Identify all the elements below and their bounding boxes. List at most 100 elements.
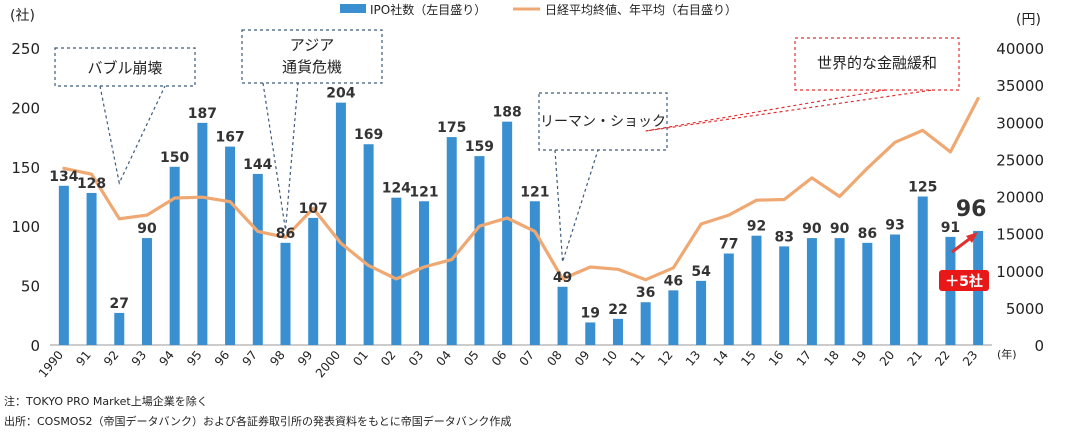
x-tick-label: 08 [544,348,565,369]
bar-value-label: 125 [908,180,937,196]
bar-value-label: 134 [49,169,78,185]
x-tick-label: 07 [517,348,538,369]
x-tick-label: 13 [683,348,704,369]
bar-ipo-11 [640,302,651,345]
bar-ipo-18 [834,238,845,345]
x-tick-label: 97 [240,348,261,369]
bar-value-label: 159 [465,139,494,155]
x-tick-label: 10 [600,348,621,369]
x-tick-label: 05 [461,348,482,369]
annotation-easing-text: 世界的な金融緩和 [817,54,937,72]
legend-bar-label: IPO社数（左目盛り） [370,2,486,17]
x-tick-label: 20 [877,348,898,369]
x-tick-label: 06 [489,348,510,369]
bar-ipo-07 [529,201,540,345]
x-tick-label: 01 [350,348,371,369]
bar-value-label: 121 [520,184,549,200]
bar-value-label: 93 [885,218,904,234]
annotation-bubble-box [54,47,196,87]
bar-value-label: 83 [774,229,793,245]
annotation-asia-text-line2: 通貨危機 [282,58,342,76]
legend-bar-swatch [340,4,366,13]
highlight-arrow-shaft [951,235,973,254]
x-tick-label: 1990 [36,348,66,380]
right-tick-label: 0 [1034,337,1044,355]
bar-ipo-92 [114,312,125,345]
left-axis-unit: (社) [10,8,35,24]
annotation-lehman-pointer [554,149,599,263]
left-tick-label: 0 [30,337,40,355]
bar-value-label: 124 [382,181,411,197]
x-tick-label: 98 [267,348,288,369]
annotation-bubble-pointer [99,85,166,185]
right-tick-label: 25000 [996,151,1044,169]
bar-ipo-01 [363,144,374,345]
bar-value-label: 121 [409,184,438,200]
x-axis-unit: (年) [997,347,1017,361]
bar-value-label: 144 [243,157,272,173]
bar-value-label: 86 [276,226,295,242]
bar-ipo-96 [225,146,236,345]
bar-value-label: 204 [326,86,355,102]
footnote-source: 出所：COSMOS2（帝国データバンク）および各証券取引所の発表資料をもとに帝国… [4,415,512,428]
nikkei-line [62,96,980,282]
right-axis-unit: (円) [1016,12,1041,28]
right-tick-label: 35000 [996,77,1044,95]
bar-value-label: 27 [110,296,129,312]
x-tick-label: 92 [101,348,122,369]
x-tick-label: 04 [433,348,454,369]
bar-ipo-08 [557,286,568,345]
highlight-value-label: 96 [956,197,987,222]
left-tick-label: 50 [21,278,40,296]
bar-value-label: 92 [747,219,766,235]
footnote-exclusion: 注：TOKYO PRO Market上場企業を除く [4,395,208,408]
bar-value-label: 19 [581,305,600,321]
x-tick-label: 11 [627,348,648,369]
right-tick-label: 15000 [996,226,1044,244]
bar-value-label: 86 [858,226,877,242]
x-tick-label: 95 [184,348,205,369]
bar-value-label: 175 [437,120,466,136]
bar-ipo-97 [252,173,263,345]
bar-value-label: 107 [299,201,328,217]
legend-line-label: 日経平均終値、年平均（右目盛り） [545,2,737,17]
highlight-badge-bg [939,270,989,291]
x-tick-label: 18 [821,348,842,369]
x-tick-label: 09 [572,348,593,369]
bar-value-label: 90 [802,221,822,237]
annotation-lehman-box [538,92,668,151]
x-tick-label: 02 [378,348,399,369]
bar-value-label: 167 [215,130,244,146]
left-tick-label: 250 [11,40,40,58]
bar-ipo-02 [391,197,402,345]
bar-ipo-95 [197,122,208,346]
bar-ipo-2000 [335,102,346,345]
x-tick-label: 2000 [313,348,343,380]
x-tick-label: 22 [932,348,953,369]
x-tick-label: 12 [655,348,676,369]
bar-value-label: 36 [636,285,655,301]
right-tick-label: 5000 [1006,300,1044,318]
left-tick-label: 100 [11,218,40,236]
bar-ipo-20 [890,234,901,345]
bar-value-label: 77 [719,237,738,253]
x-tick-label: 99 [295,348,316,369]
bar-ipo-98 [280,242,291,345]
bar-ipo-91 [86,192,97,345]
x-tick-label: 94 [156,348,177,369]
x-tick-label: 91 [73,348,94,369]
x-tick-label: 19 [849,348,870,369]
x-tick-label: 23 [960,348,981,369]
bar-ipo-15 [751,235,762,345]
bar-value-label: 54 [691,264,711,280]
annotation-lehman-text: リーマン・ショック [540,114,666,130]
right-tick-label: 40000 [996,40,1044,58]
x-tick-label: 16 [766,348,787,369]
x-tick-label: 96 [212,348,233,369]
right-tick-label: 30000 [996,114,1044,132]
annotation-asia-pointer [262,82,299,231]
bar-ipo-14 [723,253,734,345]
annotation-asia-text-line1: アジア [290,36,334,54]
bar-ipo-05 [474,156,485,345]
bar-ipo-93 [141,238,152,345]
